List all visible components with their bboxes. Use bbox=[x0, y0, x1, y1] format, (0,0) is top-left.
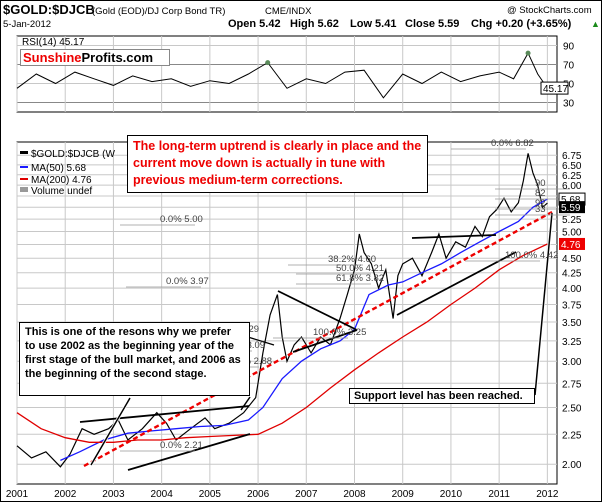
chart-description: (Gold (EOD)/DJ Corp Bond TR) bbox=[92, 6, 225, 17]
x-tick-label: 2009 bbox=[392, 489, 415, 500]
callout-pointer-2002 bbox=[90, 397, 131, 466]
legend-volume-swatch bbox=[20, 187, 28, 192]
rsi-line bbox=[16, 52, 548, 99]
y-tick-label: 6.75 bbox=[562, 151, 582, 162]
fib-level-label: 0.0% 6.82 bbox=[491, 138, 534, 149]
y-tick-label: 4.00 bbox=[562, 284, 582, 295]
y-tick-label: 6.50 bbox=[562, 161, 582, 172]
ohlc-high: High 5.62 bbox=[290, 18, 339, 30]
x-tick-label: 2010 bbox=[440, 489, 463, 500]
annotation-support-level: Support level has been reached. bbox=[349, 388, 535, 404]
y-tick-label: 2.75 bbox=[562, 379, 582, 390]
ohlc-open: Open 5.42 bbox=[228, 18, 281, 30]
y-tick-label: 2.25 bbox=[562, 430, 582, 441]
legend-ma50: MA(50) 5.68 bbox=[31, 163, 86, 174]
y-tick-label: 6.25 bbox=[562, 171, 582, 182]
fib-level-label: 0.0% 3.97 bbox=[166, 276, 209, 287]
fib-level-label: 50.0% 4.21 bbox=[336, 263, 384, 274]
brand-part1: Sunshine bbox=[23, 50, 82, 65]
x-tick-label: 2001 bbox=[6, 489, 29, 500]
x-tick-label: 2006 bbox=[247, 489, 270, 500]
x-tick-label: 2003 bbox=[102, 489, 125, 500]
x-tick-label: 2007 bbox=[295, 489, 318, 500]
fib-level-label: 0.0% 2.21 bbox=[160, 440, 203, 451]
support-pointer bbox=[534, 212, 553, 396]
y-tick-label: 3.75 bbox=[562, 301, 582, 312]
rsi-label: RSI(14) 45.17 bbox=[22, 37, 85, 48]
ohlc-low: Low 5.41 bbox=[350, 18, 396, 30]
fib-level-label: 90 bbox=[535, 178, 546, 189]
rsi-value-tag: 45.17 bbox=[543, 84, 568, 95]
ohlc-change: Chg +0.20 (+3.65%) bbox=[471, 18, 572, 30]
x-tick-label: 2002 bbox=[54, 489, 77, 500]
ma200-tag: 4.76 bbox=[561, 240, 581, 251]
legend-price-swatch bbox=[20, 151, 28, 154]
trend-line-lower-1 bbox=[127, 433, 251, 471]
y-tick-label: 3.00 bbox=[562, 357, 582, 368]
chart-date: 5-Jan-2012 bbox=[3, 19, 51, 30]
legend-price: $GOLD:$DJCB (W bbox=[31, 149, 115, 160]
change-arrow-icon: ▲ bbox=[591, 19, 600, 29]
fib-level-label: 92 bbox=[535, 198, 546, 209]
close-tag: 5.59 bbox=[561, 203, 581, 214]
triangle-lower bbox=[292, 329, 358, 353]
callout-pointer-2006 bbox=[240, 396, 251, 411]
legend-volume: Volume undef bbox=[31, 186, 92, 197]
rsi-overbought-marker bbox=[525, 50, 531, 56]
x-tick-label: 2004 bbox=[151, 489, 174, 500]
rsi-tick-label: 70 bbox=[563, 61, 575, 72]
chart-copyright: @ StockCharts.com bbox=[507, 5, 592, 16]
y-tick-label: 2.50 bbox=[562, 404, 582, 415]
brand-part2: Profits.com bbox=[81, 50, 154, 65]
trend-line-lower-2 bbox=[396, 251, 517, 316]
fib-level-label: 61.8% 3.82 bbox=[336, 273, 384, 284]
price-frame bbox=[16, 141, 558, 485]
y-tick-label: 3.50 bbox=[562, 318, 582, 329]
long-term-support-line bbox=[83, 210, 553, 468]
rsi-tick-label: 90 bbox=[563, 42, 575, 53]
rsi-frame bbox=[16, 35, 558, 113]
y-tick-label: 4.25 bbox=[562, 269, 582, 280]
x-tick-label: 2005 bbox=[199, 489, 222, 500]
brand-logo: SunshineProfits.com bbox=[20, 49, 170, 66]
annotation-uptrend: The long-term uptrend is clearly in plac… bbox=[127, 135, 428, 193]
close-tag-box bbox=[559, 201, 585, 214]
rsi-panel bbox=[16, 50, 548, 99]
y-tick-label: 4.50 bbox=[562, 254, 582, 265]
fib-level-label: 82 bbox=[535, 188, 546, 199]
y-tick-label: 3.25 bbox=[562, 337, 582, 348]
ma50-line bbox=[60, 198, 548, 461]
y-tick-label: 2.00 bbox=[562, 460, 582, 471]
rsi-tick-label: 50 bbox=[563, 80, 575, 91]
ohlc-close: Close 5.59 bbox=[405, 18, 459, 30]
annotation-bull-market-stages: This is one of the resons why we prefer … bbox=[19, 322, 250, 396]
y-tick-label: 6.00 bbox=[562, 181, 582, 192]
price-line bbox=[16, 153, 548, 468]
y-tick-label: 5.00 bbox=[562, 227, 582, 238]
fib-level-label: 0.0% 5.00 bbox=[160, 214, 203, 225]
chart-exchange: CME/INDX bbox=[265, 6, 312, 17]
ma50-tag: 5.68 bbox=[561, 195, 581, 206]
ma200-tag-box bbox=[559, 237, 585, 250]
fib-level-label: 100.0% 3.25 bbox=[313, 327, 366, 338]
triangle-upper bbox=[277, 290, 358, 331]
x-tick-label: 2012 bbox=[536, 489, 559, 500]
fib-level-label: 33 bbox=[535, 204, 546, 215]
trend-line-upper-2 bbox=[411, 234, 497, 239]
chart-symbol: $GOLD:$DJCB bbox=[3, 2, 95, 17]
rsi-tick-label: 30 bbox=[563, 99, 575, 110]
fib-level-label: 38.2% 4.60 bbox=[328, 254, 376, 265]
y-tick-label: 5.25 bbox=[562, 215, 582, 226]
legend-ma200: MA(200) 4.76 bbox=[31, 175, 92, 186]
rsi-overbought-marker bbox=[265, 60, 271, 66]
fib-level-label: 100.0% 4.42 bbox=[505, 250, 558, 261]
rsi-value-box bbox=[540, 81, 569, 95]
x-tick-label: 2008 bbox=[343, 489, 366, 500]
x-tick-label: 2011 bbox=[488, 489, 510, 500]
trend-line-upper-1 bbox=[79, 405, 250, 423]
